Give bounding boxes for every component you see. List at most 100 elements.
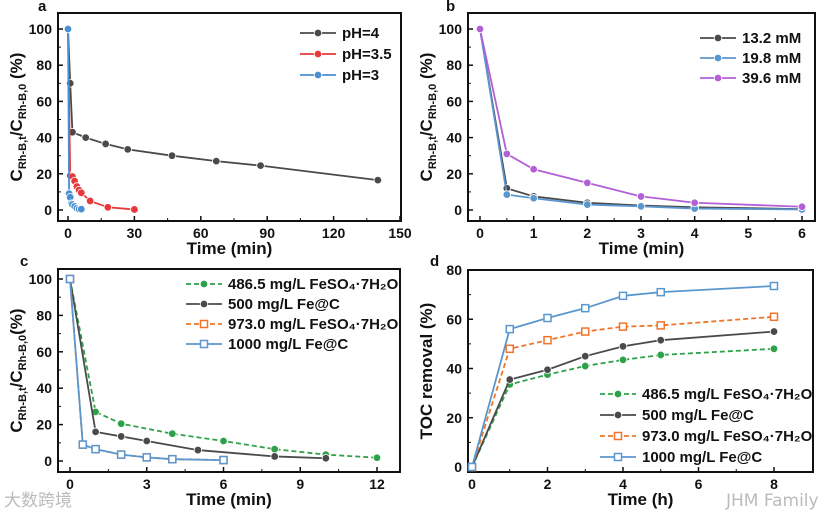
legend-entry: 486.5 mg/L FeSO₄·7H₂O bbox=[600, 386, 813, 403]
y-axis-label: CRh-B,t/CRh-B,0 (%) bbox=[7, 53, 29, 182]
data-point bbox=[769, 312, 779, 322]
data-point bbox=[581, 303, 590, 313]
data-point bbox=[618, 291, 628, 301]
y-tick-label: 100 bbox=[439, 21, 463, 37]
series-973-0-mg-l-feso-7h-o bbox=[467, 312, 779, 472]
x-tick-label: 4 bbox=[691, 225, 699, 241]
data-point bbox=[656, 287, 665, 297]
data-point bbox=[618, 342, 628, 351]
data-point bbox=[372, 453, 382, 462]
legend-entry: pH=4 bbox=[300, 25, 380, 42]
data-point bbox=[199, 279, 209, 289]
y-label-subscript: Rh-B,t bbox=[17, 136, 29, 169]
y-tick-label: 60 bbox=[446, 93, 462, 109]
x-tick-label: 6 bbox=[798, 225, 806, 241]
data-point bbox=[212, 156, 221, 166]
y-tick-label: 60 bbox=[446, 311, 462, 327]
y-tick-label: 40 bbox=[36, 380, 52, 396]
y-label-part: /C bbox=[417, 119, 436, 136]
data-point bbox=[373, 175, 383, 185]
y-label-part: (%) bbox=[417, 53, 436, 84]
x-tick-label: 150 bbox=[388, 225, 412, 241]
y-label-part: TOC removal (%) bbox=[417, 303, 436, 440]
data-point bbox=[529, 194, 538, 203]
data-point bbox=[193, 445, 203, 455]
data-point bbox=[116, 450, 126, 459]
y-tick-label: 80 bbox=[36, 307, 52, 323]
data-point bbox=[713, 53, 723, 63]
y-tick-label: 0 bbox=[454, 459, 462, 475]
x-axis-label: Time (min) bbox=[187, 239, 273, 258]
y-tick-label: 0 bbox=[44, 453, 52, 469]
data-point bbox=[116, 419, 126, 428]
legend-label: 13.2 mM bbox=[742, 30, 801, 47]
legend-entry: 1000 mg/L Fe@C bbox=[186, 336, 348, 353]
x-tick-label: 0 bbox=[468, 476, 476, 492]
y-tick-label: 40 bbox=[446, 361, 462, 377]
legend-label: pH=3 bbox=[342, 67, 379, 84]
y-label-subscript: Rh-B,0 bbox=[427, 84, 439, 119]
legend-label: pH=3.5 bbox=[342, 46, 392, 63]
y-label-part: C bbox=[417, 169, 436, 181]
data-point bbox=[168, 454, 177, 464]
data-point bbox=[618, 322, 628, 331]
legend-label: pH=4 bbox=[342, 25, 380, 42]
data-point bbox=[529, 165, 538, 174]
x-tick-label: 0 bbox=[64, 225, 72, 241]
data-point bbox=[505, 375, 514, 384]
data-point bbox=[78, 440, 88, 449]
data-point bbox=[270, 452, 279, 461]
data-point bbox=[613, 452, 623, 462]
data-point bbox=[321, 454, 331, 463]
x-tick-label: 4 bbox=[619, 476, 627, 492]
legend-entry: 500 mg/L Fe@C bbox=[600, 407, 754, 424]
legend-label: 500 mg/L Fe@C bbox=[642, 407, 754, 424]
plot-frame bbox=[467, 269, 814, 473]
legend-entry: 1000 mg/L Fe@C bbox=[600, 449, 762, 466]
x-tick-label: 2 bbox=[583, 225, 591, 241]
y-label-subscript: Rh-B,t bbox=[17, 387, 29, 420]
x-tick-label: 12 bbox=[369, 476, 385, 492]
legend-label: 973.0 mg/L FeSO₄·7H₂O bbox=[642, 428, 813, 445]
data-point bbox=[91, 444, 100, 454]
data-point bbox=[656, 350, 665, 360]
x-tick-label: 0 bbox=[476, 225, 484, 241]
y-tick-label: 60 bbox=[36, 93, 52, 109]
data-point bbox=[769, 281, 779, 291]
data-point bbox=[130, 205, 139, 214]
data-point bbox=[467, 462, 477, 472]
series-39-6-mm bbox=[475, 24, 807, 211]
panel-label: c bbox=[20, 253, 28, 270]
y-tick-label: 20 bbox=[446, 410, 462, 426]
data-point bbox=[581, 351, 590, 361]
legend-label: 1000 mg/L Fe@C bbox=[228, 336, 348, 353]
data-point bbox=[543, 313, 552, 323]
panel-label: d bbox=[430, 253, 439, 270]
data-point bbox=[142, 453, 151, 462]
y-label-part: (%) bbox=[7, 53, 26, 84]
x-tick-label: 90 bbox=[259, 225, 275, 241]
data-point bbox=[142, 436, 151, 446]
data-point bbox=[313, 28, 323, 38]
x-axis-label: Time (min) bbox=[599, 239, 685, 258]
data-point bbox=[256, 161, 265, 170]
data-point bbox=[91, 427, 100, 437]
data-point bbox=[613, 389, 623, 399]
y-label-part: /C bbox=[7, 370, 26, 387]
data-point bbox=[123, 145, 132, 154]
x-tick-label: 6 bbox=[695, 476, 703, 492]
data-point bbox=[613, 431, 623, 441]
y-axis-label: CRh-B,t/CRh-B,0 (%) bbox=[417, 53, 439, 182]
data-point bbox=[583, 178, 592, 188]
y-tick-label: 100 bbox=[29, 271, 53, 287]
legend-label: 500 mg/L Fe@C bbox=[228, 296, 340, 313]
y-tick-label: 20 bbox=[36, 166, 52, 182]
legend-label: 486.5 mg/L FeSO₄·7H₂O bbox=[228, 276, 399, 293]
data-point bbox=[85, 196, 95, 206]
y-tick-label: 80 bbox=[446, 57, 462, 73]
data-point bbox=[475, 24, 485, 34]
panel-label: b bbox=[446, 0, 455, 15]
data-point bbox=[543, 335, 552, 345]
